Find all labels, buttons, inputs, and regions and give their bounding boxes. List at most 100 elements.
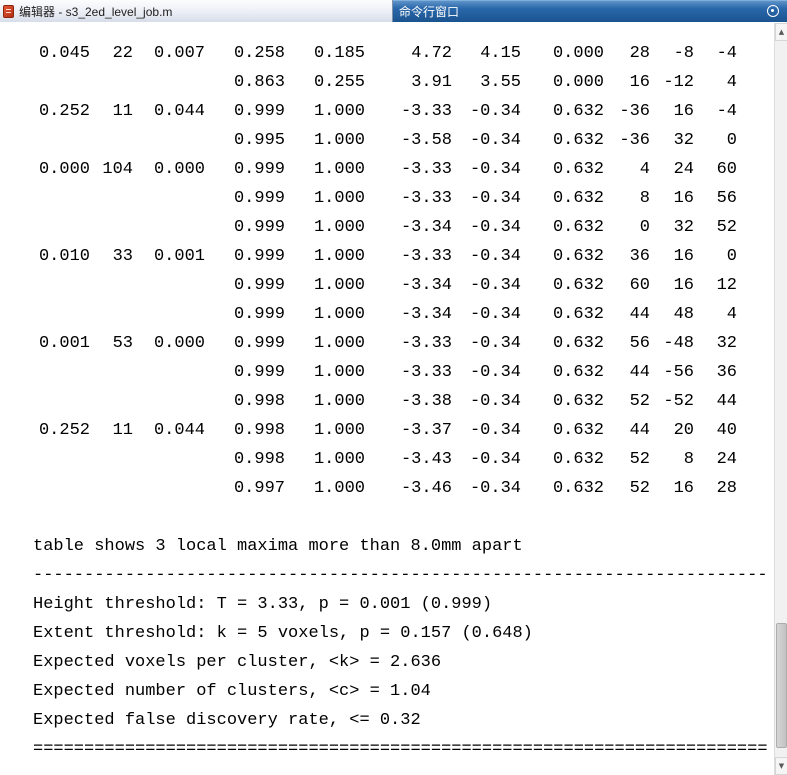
expected-voxels: Expected voxels per cluster, <k> = 2.636 (33, 653, 442, 672)
table-cell: 11 (112, 102, 133, 121)
table-cell: 44 (629, 305, 650, 324)
table-cell: -3.43 (400, 450, 452, 469)
table-cell (133, 184, 205, 213)
table-cell: -48 (663, 334, 694, 353)
command-window-titlebar[interactable]: 命令行窗口 (393, 0, 787, 22)
table-cell: 3.91 (411, 73, 452, 92)
table-cell (33, 184, 90, 213)
table-cell: 0.999 (233, 334, 285, 353)
scroll-down-button[interactable]: ▼ (775, 757, 787, 775)
table-cell: -52 (663, 392, 694, 411)
table-cell: 56 (629, 334, 650, 353)
table-cell: -3.33 (400, 160, 452, 179)
table-cell: -3.37 (400, 421, 452, 440)
table-cell: -0.34 (469, 334, 521, 353)
table-cell: 0.998 (233, 392, 285, 411)
table-cell: 0.632 (552, 247, 604, 266)
table-cell: 1.000 (313, 363, 365, 382)
table-row: 0.998 1.000 -3.43 -0.34 0.632 52 8 24 (0, 445, 774, 474)
table-cell: 0.000 (552, 73, 604, 92)
table-cell: 104 (102, 160, 133, 179)
table-row: 0.999 1.000 -3.34 -0.34 0.632 44 48 4 (0, 300, 774, 329)
table-cell: 4 (726, 305, 737, 324)
table-cell: 1.000 (313, 450, 365, 469)
table-cell: 0.007 (153, 44, 205, 63)
scroll-up-button[interactable]: ▲ (775, 23, 787, 41)
table-cell: -0.34 (469, 276, 521, 295)
table-cell: 0 (726, 131, 737, 150)
table-cell: -3.33 (400, 189, 452, 208)
table-cell: 0.632 (552, 102, 604, 121)
table-cell: -3.46 (400, 479, 452, 498)
table-cell: 16 (673, 102, 694, 121)
table-cell (33, 271, 90, 300)
table-cell: 0.632 (552, 218, 604, 237)
table-cell: -36 (619, 131, 650, 150)
table-cell: -0.34 (469, 160, 521, 179)
table-cell: 0.999 (233, 102, 285, 121)
table-cell: 32 (673, 218, 694, 237)
table-cell: 32 (716, 334, 737, 353)
table-cell: -3.34 (400, 218, 452, 237)
table-row: 0.997 1.000 -3.46 -0.34 0.632 52 16 28 (0, 474, 774, 503)
command-window-title: 命令行窗口 (399, 5, 460, 19)
table-cell: 0.044 (153, 421, 205, 440)
table-cell: 0.001 (153, 247, 205, 266)
table-cell: -3.33 (400, 102, 452, 121)
console-footer: table shows 3 local maxima more than 8.0… (0, 532, 774, 764)
table-cell: 36 (629, 247, 650, 266)
table-cell (33, 358, 90, 387)
table-cell: 16 (629, 73, 650, 92)
table-cell: 0.999 (233, 160, 285, 179)
table-cell: 24 (673, 160, 694, 179)
table-cell: 0.000 (153, 160, 205, 179)
table-cell: -0.34 (469, 305, 521, 324)
table-cell: 0.632 (552, 334, 604, 353)
table-cell (133, 445, 205, 474)
table-cell: -0.34 (469, 450, 521, 469)
tab-editor[interactable]: 编辑器 - s3_2ed_level_job.m (0, 0, 393, 22)
table-cell: 1.000 (313, 479, 365, 498)
arrow-down-icon: ▼ (778, 762, 785, 770)
titlebar: 编辑器 - s3_2ed_level_job.m 命令行窗口 (0, 0, 787, 22)
table-cell (90, 474, 133, 503)
stats-table: 0.045 22 0.007 0.258 0.185 4.72 4.15 0.000 28 -8 -… (0, 39, 774, 503)
table-row: 0.999 1.000 -3.34 -0.34 0.632 0 32 52 (0, 213, 774, 242)
table-cell: 0.000 (153, 334, 205, 353)
table-cell: 16 (673, 479, 694, 498)
table-cell: 1.000 (313, 421, 365, 440)
table-cell: -0.34 (469, 131, 521, 150)
table-cell: 53 (112, 334, 133, 353)
table-cell: 0.044 (153, 102, 205, 121)
editor-tab-label: 编辑器 - s3_2ed_level_job.m (19, 4, 173, 19)
table-cell: 52 (716, 218, 737, 237)
table-cell: -3.38 (400, 392, 452, 411)
table-cell: 0.632 (552, 450, 604, 469)
table-cell: 0.255 (313, 73, 365, 92)
table-cell: 1.000 (313, 305, 365, 324)
table-cell: 12 (716, 276, 737, 295)
table-cell: 1.000 (313, 102, 365, 121)
table-cell: 1.000 (313, 276, 365, 295)
table-cell: 0.998 (233, 450, 285, 469)
table-row: 0.999 1.000 -3.33 -0.34 0.632 8 16 56 (0, 184, 774, 213)
table-cell: 0.001 (38, 334, 90, 353)
table-cell: -0.34 (469, 392, 521, 411)
table-cell: 1.000 (313, 334, 365, 353)
table-cell: 16 (673, 189, 694, 208)
table-cell: -8 (673, 44, 694, 63)
table-cell: -4 (716, 44, 737, 63)
table-cell: 0.632 (552, 276, 604, 295)
table-cell: 52 (629, 392, 650, 411)
table-cell: 1.000 (313, 247, 365, 266)
expected-fdr: Expected false discovery rate, <= 0.32 (33, 711, 421, 730)
vertical-scrollbar[interactable]: ▲ ▼ (774, 23, 787, 775)
table-cell: 32 (673, 131, 694, 150)
table-row: 0.999 1.000 -3.33 -0.34 0.632 44 -56 36 (0, 358, 774, 387)
dock-icon[interactable] (767, 5, 779, 17)
table-cell: 16 (673, 276, 694, 295)
table-cell: -3.33 (400, 334, 452, 353)
table-cell: 1.000 (313, 189, 365, 208)
table-row: 0.863 0.255 3.91 3.55 0.000 16 -12 4 (0, 68, 774, 97)
scrollbar-thumb[interactable] (776, 623, 787, 748)
